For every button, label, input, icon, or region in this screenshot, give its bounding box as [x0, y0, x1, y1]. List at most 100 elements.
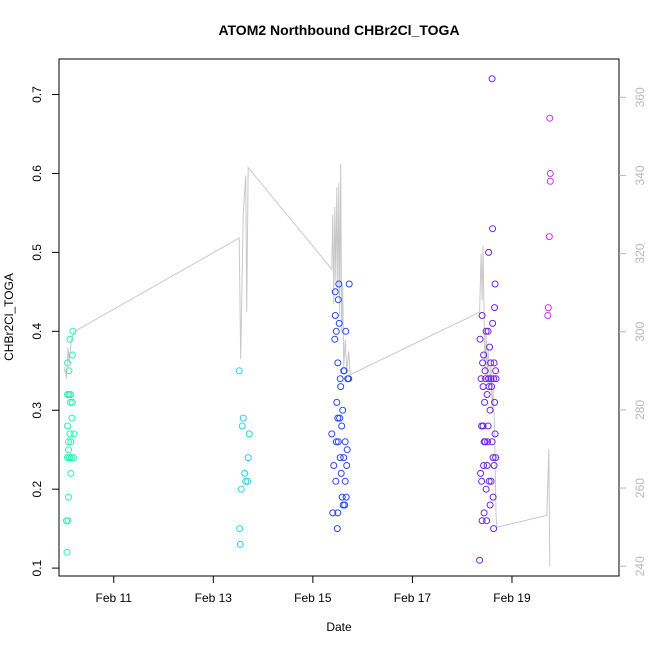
data-point-52 [334, 438, 342, 446]
data-point-130 [492, 454, 500, 462]
data-point-109 [486, 501, 494, 509]
data-point-55 [336, 414, 344, 422]
data-point-69 [341, 477, 349, 485]
data-point-9 [65, 438, 72, 446]
data-point-12 [66, 454, 73, 462]
data-point-111 [487, 359, 495, 367]
data-point-119 [489, 493, 497, 501]
data-point-108 [486, 343, 494, 351]
data-point-28 [236, 540, 244, 548]
data-point-137 [546, 170, 554, 177]
data-point-36 [245, 430, 253, 438]
data-point-87 [479, 422, 487, 430]
x-tick-label-0: Feb 11 [96, 591, 133, 605]
y2-axis: 240 260 280 300 320 340 360 [619, 87, 647, 576]
data-point-20 [68, 414, 76, 422]
data-point-125 [491, 398, 499, 406]
data-point-67 [341, 501, 349, 509]
data-point-97 [482, 327, 490, 335]
data-point-116 [488, 75, 496, 83]
data-point-18 [67, 469, 75, 477]
data-point-65 [340, 454, 348, 462]
data-point-80 [477, 375, 485, 383]
data-point-113 [487, 477, 495, 485]
data-point-124 [490, 462, 498, 469]
data-point-102 [484, 327, 492, 335]
y-tick-label-5: 0.6 [30, 165, 44, 182]
data-point-22 [68, 398, 76, 406]
data-point-7 [65, 446, 72, 454]
data-point-38 [329, 509, 337, 517]
chart-title: ATOM2 Northbound CHBr2Cl_TOGA [218, 22, 459, 38]
data-point-19 [67, 454, 75, 462]
data-point-132 [544, 312, 552, 319]
data-point-14 [66, 335, 74, 343]
y2-tick-label-6: 360 [633, 87, 647, 107]
data-point-104 [485, 248, 493, 256]
data-point-26 [235, 367, 243, 375]
data-point-54 [335, 319, 343, 327]
y-tick-label-6: 0.7 [30, 86, 44, 103]
data-point-66 [340, 367, 348, 375]
data-point-1 [63, 548, 71, 556]
data-point-24 [70, 430, 78, 438]
data-point-115 [488, 438, 496, 446]
data-point-117 [489, 225, 497, 233]
data-point-122 [490, 375, 498, 383]
data-point-57 [336, 454, 344, 462]
y-tick-label-3: 0.4 [30, 323, 44, 340]
data-point-8 [65, 493, 72, 501]
data-point-10 [65, 367, 73, 375]
data-point-133 [544, 304, 552, 312]
y2-tick-label-2: 280 [633, 400, 647, 420]
data-point-25 [69, 454, 77, 462]
data-point-34 [244, 477, 252, 485]
data-point-114 [488, 383, 496, 391]
data-point-93 [481, 438, 489, 446]
y2-tick-label-5: 340 [633, 165, 647, 185]
y2-tick-label-1: 260 [633, 478, 647, 498]
y-tick-label-0: 0.1 [30, 559, 44, 576]
secondary-series-layer [63, 163, 551, 567]
data-point-59 [337, 469, 345, 477]
data-point-99 [483, 462, 491, 469]
data-point-129 [492, 367, 500, 375]
data-point-15 [66, 391, 74, 398]
y-axis: 0.1 0.2 0.3 0.4 0.5 0.6 0.7 [30, 86, 59, 576]
data-point-50 [334, 414, 342, 422]
data-point-134 [545, 233, 553, 241]
data-point-21 [68, 351, 76, 359]
data-point-84 [478, 312, 486, 319]
data-point-96 [482, 485, 490, 493]
data-point-112 [487, 375, 495, 383]
data-point-47 [333, 525, 341, 533]
y-tick-label-2: 0.3 [30, 402, 44, 419]
data-point-76 [345, 280, 353, 288]
data-point-107 [485, 383, 493, 391]
data-point-29 [237, 485, 245, 493]
data-point-61 [338, 493, 346, 501]
data-point-73 [343, 446, 351, 454]
data-point-105 [485, 375, 493, 383]
data-point-60 [338, 422, 346, 430]
x-tick-label-2: Feb 15 [294, 591, 332, 605]
data-point-118 [489, 319, 497, 327]
data-point-42 [331, 288, 339, 296]
data-point-94 [481, 367, 489, 375]
data-point-92 [481, 398, 489, 406]
data-point-88 [480, 462, 488, 469]
data-point-123 [490, 359, 498, 367]
data-point-6 [64, 517, 72, 525]
data-point-128 [491, 280, 499, 288]
data-point-68 [341, 438, 349, 446]
data-point-31 [239, 414, 247, 422]
data-point-2 [64, 359, 71, 367]
data-point-136 [546, 177, 554, 185]
data-point-70 [342, 327, 350, 335]
data-point-81 [478, 477, 486, 485]
data-point-72 [343, 462, 351, 469]
data-point-86 [479, 383, 487, 391]
data-point-135 [546, 114, 554, 122]
x-tick-label-4: Feb 19 [493, 591, 531, 605]
